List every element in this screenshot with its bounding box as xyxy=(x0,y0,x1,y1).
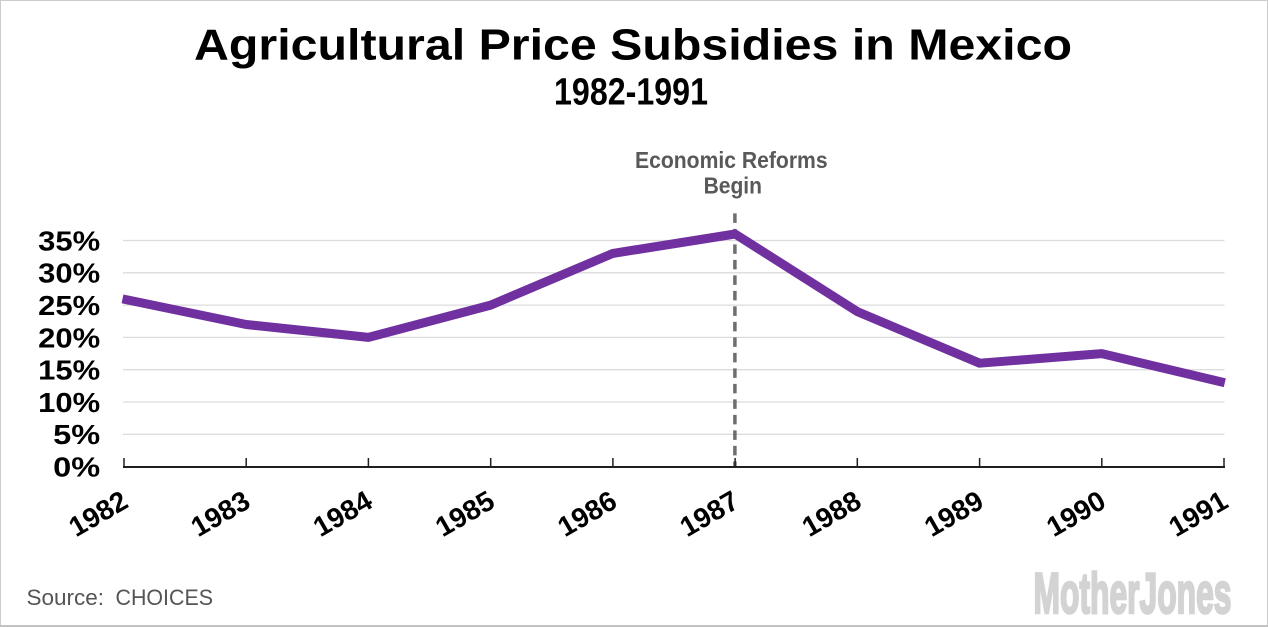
svg-text:CHOICES: CHOICES xyxy=(116,585,214,610)
svg-text:Agricultural Price Subsidies i: Agricultural Price Subsidies in Mexico xyxy=(194,22,1072,70)
svg-text:1991: 1991 xyxy=(1163,485,1232,543)
svg-text:20%: 20% xyxy=(38,322,100,353)
svg-text:1986: 1986 xyxy=(552,485,621,543)
svg-text:1990: 1990 xyxy=(1041,485,1110,543)
svg-text:1982: 1982 xyxy=(63,485,132,543)
svg-text:35%: 35% xyxy=(38,225,100,256)
svg-text:1982-1991: 1982-1991 xyxy=(554,72,708,114)
svg-text:25%: 25% xyxy=(38,290,100,321)
svg-text:0%: 0% xyxy=(53,452,100,483)
svg-text:10%: 10% xyxy=(38,387,100,418)
svg-text:1988: 1988 xyxy=(797,485,866,543)
svg-text:Economic Reforms: Economic Reforms xyxy=(635,147,828,173)
svg-text:1987: 1987 xyxy=(675,485,744,543)
svg-text:1985: 1985 xyxy=(430,485,499,543)
svg-text:MotherJones: MotherJones xyxy=(1034,562,1232,626)
svg-text:1989: 1989 xyxy=(919,485,988,543)
svg-text:5%: 5% xyxy=(53,419,100,450)
svg-text:Begin: Begin xyxy=(704,172,762,198)
svg-text:Source:: Source: xyxy=(27,585,105,610)
svg-text:15%: 15% xyxy=(38,355,100,386)
svg-text:1984: 1984 xyxy=(308,485,378,543)
svg-text:1983: 1983 xyxy=(186,485,255,543)
svg-text:30%: 30% xyxy=(38,258,100,289)
